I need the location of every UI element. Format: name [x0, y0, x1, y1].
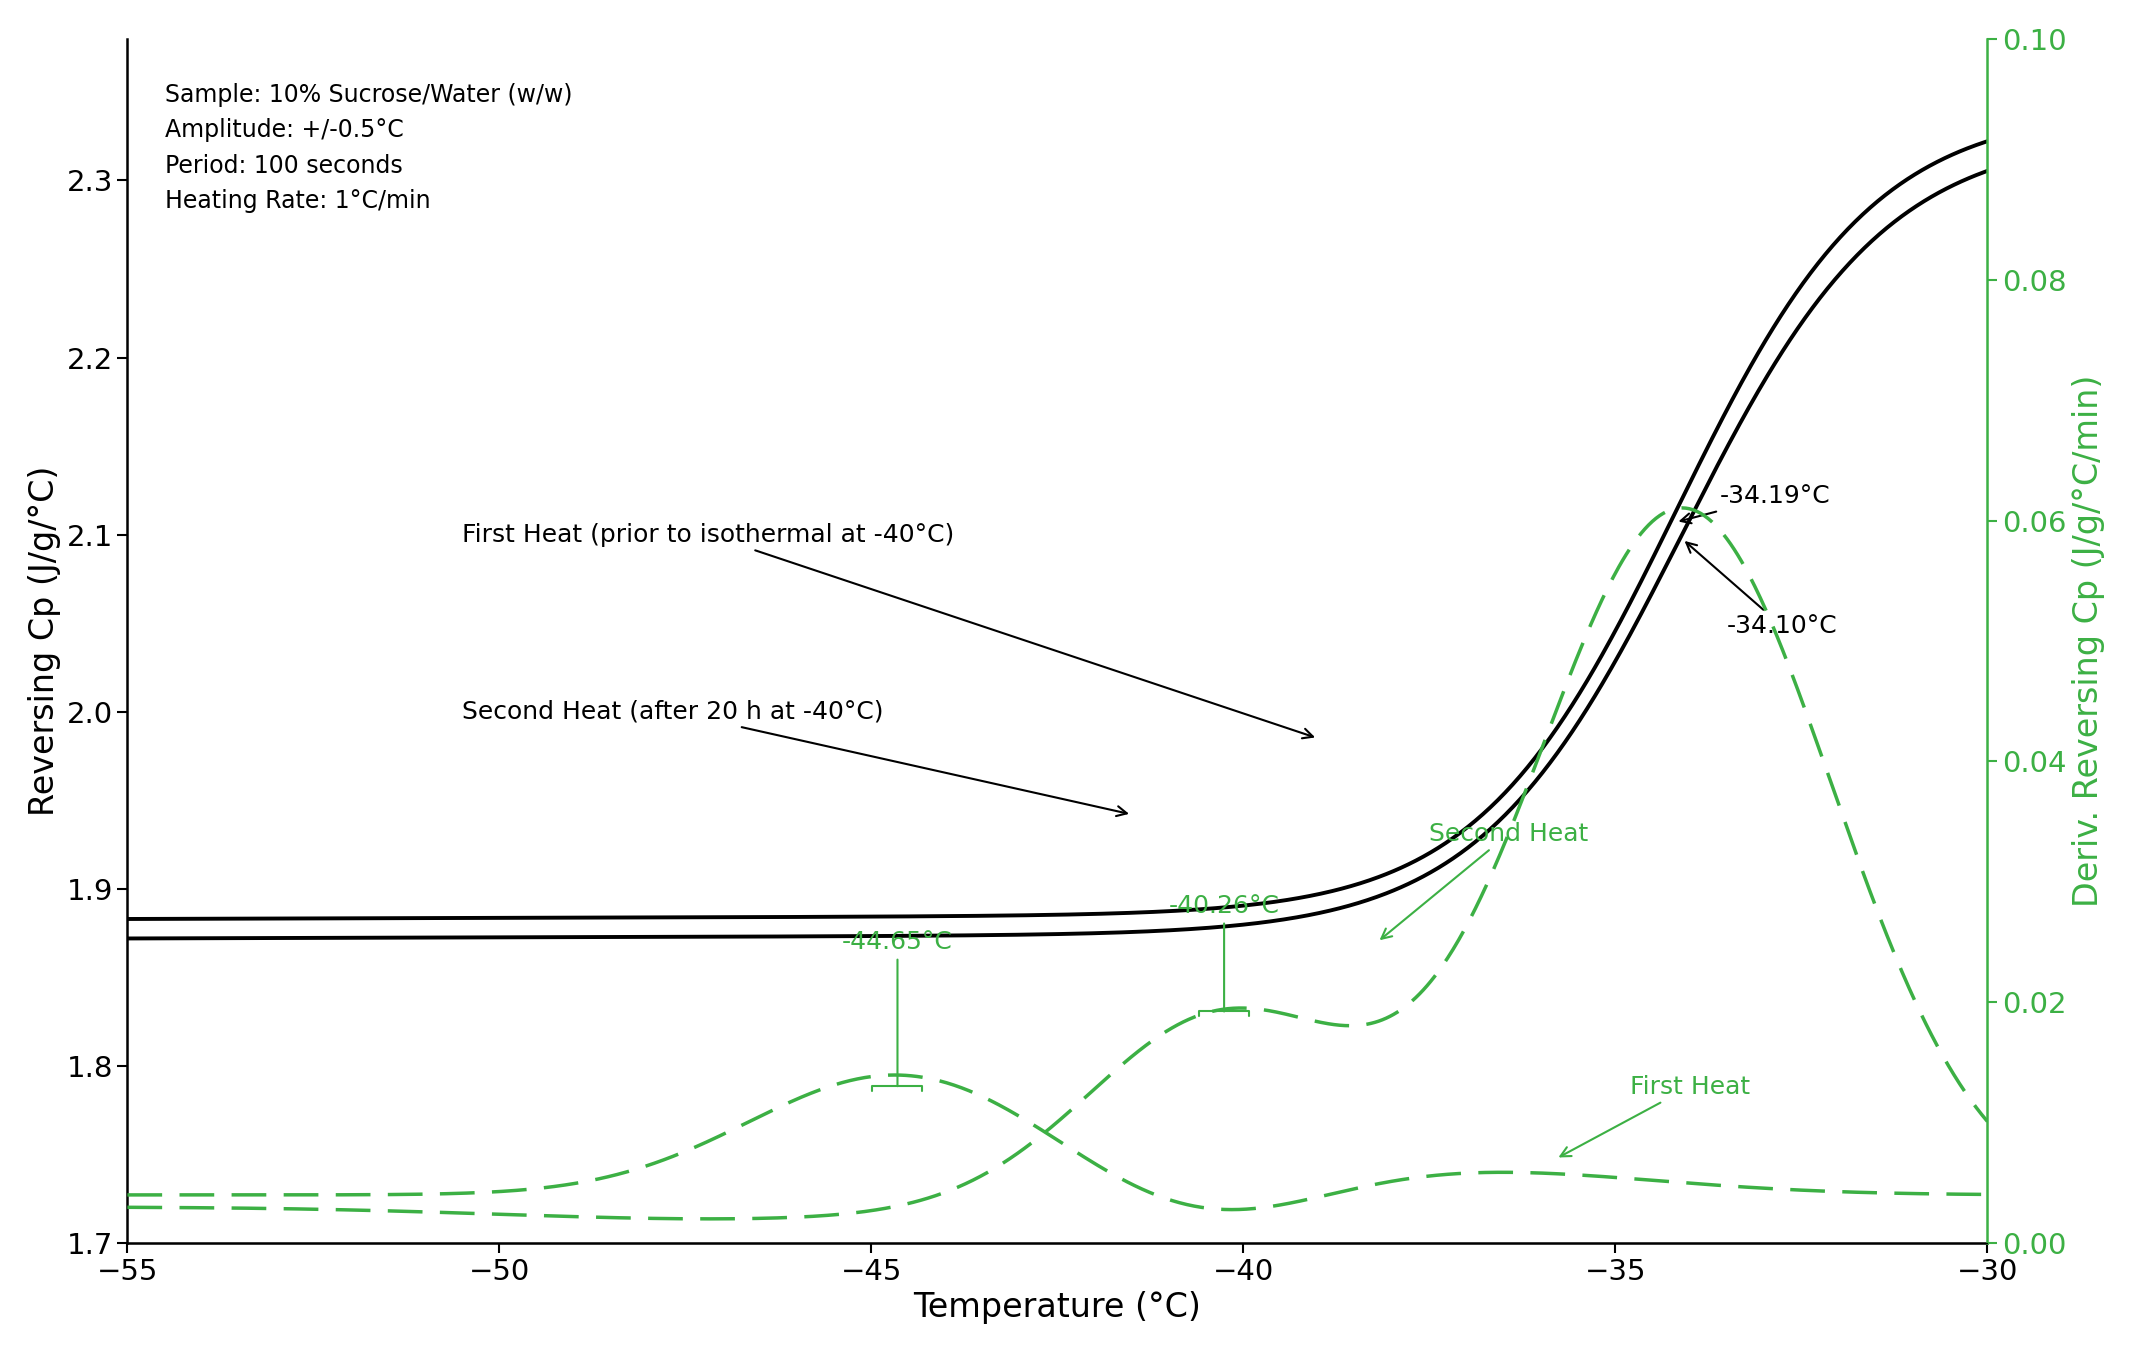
Y-axis label: Reversing Cp (J/g/°C): Reversing Cp (J/g/°C): [28, 465, 60, 817]
Text: First Heat (prior to isothermal at -40°C): First Heat (prior to isothermal at -40°C…: [463, 523, 1314, 738]
Y-axis label: Deriv. Reversing Cp (J/g/°C/min): Deriv. Reversing Cp (J/g/°C/min): [2073, 375, 2105, 907]
Text: Sample: 10% Sucrose/Water (w/w)
Amplitude: +/-0.5°C
Period: 100 seconds
Heating : Sample: 10% Sucrose/Water (w/w) Amplitud…: [164, 82, 572, 214]
Text: First Heat: First Heat: [1561, 1075, 1751, 1156]
Text: Second Heat: Second Heat: [1382, 822, 1589, 938]
Text: -40.26°C: -40.26°C: [1169, 894, 1280, 1017]
Text: -34.19°C: -34.19°C: [1681, 484, 1830, 523]
Text: -44.65°C: -44.65°C: [843, 930, 953, 1091]
Text: Second Heat (after 20 h at -40°C): Second Heat (after 20 h at -40°C): [463, 700, 1126, 817]
Text: -34.10°C: -34.10°C: [1687, 542, 1839, 638]
X-axis label: Temperature (°C): Temperature (°C): [913, 1291, 1201, 1324]
